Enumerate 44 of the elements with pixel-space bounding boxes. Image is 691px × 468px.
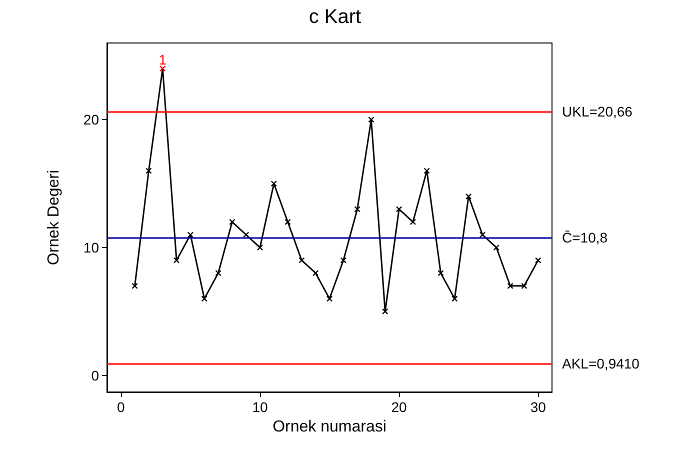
x-tick-label: 20	[391, 399, 408, 415]
x-tick-label: 0	[117, 399, 126, 415]
point	[368, 116, 374, 123]
point	[354, 206, 360, 212]
point	[284, 218, 291, 226]
point	[326, 296, 333, 302]
point	[424, 168, 430, 174]
point	[256, 244, 264, 251]
point	[160, 65, 166, 72]
point	[410, 218, 416, 226]
point	[242, 232, 250, 238]
point	[396, 206, 402, 212]
annotation: 1	[158, 52, 167, 68]
point	[521, 282, 528, 289]
point	[465, 193, 472, 200]
x-tick-label: 30	[530, 399, 546, 415]
point	[507, 282, 514, 289]
point	[270, 180, 277, 187]
point	[438, 270, 444, 276]
x-axis-title: Ornek numarasi	[272, 418, 386, 436]
point	[201, 296, 208, 302]
point	[312, 270, 319, 276]
point	[382, 308, 388, 315]
point	[187, 232, 194, 238]
x-tick-label: 10	[252, 399, 268, 415]
point	[534, 257, 542, 264]
y-tick-label: 20	[83, 112, 100, 128]
point	[173, 257, 180, 264]
ref-line-label: AKL=0,9410	[562, 355, 640, 372]
point	[298, 257, 305, 264]
point	[452, 296, 458, 302]
chart-title: c Kart	[308, 6, 362, 28]
y-tick-label: 10	[83, 240, 100, 256]
y-tick-label: 0	[91, 367, 100, 384]
point	[479, 232, 486, 238]
point	[132, 282, 138, 289]
ref-line-label: C̄=10,8	[562, 229, 608, 246]
point	[229, 218, 236, 226]
point	[340, 257, 347, 264]
point	[146, 168, 152, 174]
ref-line-label: UKL=20,66	[562, 103, 633, 120]
point	[215, 270, 222, 276]
y-axis-title: Ornek Degeri	[46, 170, 62, 266]
point	[493, 244, 500, 251]
